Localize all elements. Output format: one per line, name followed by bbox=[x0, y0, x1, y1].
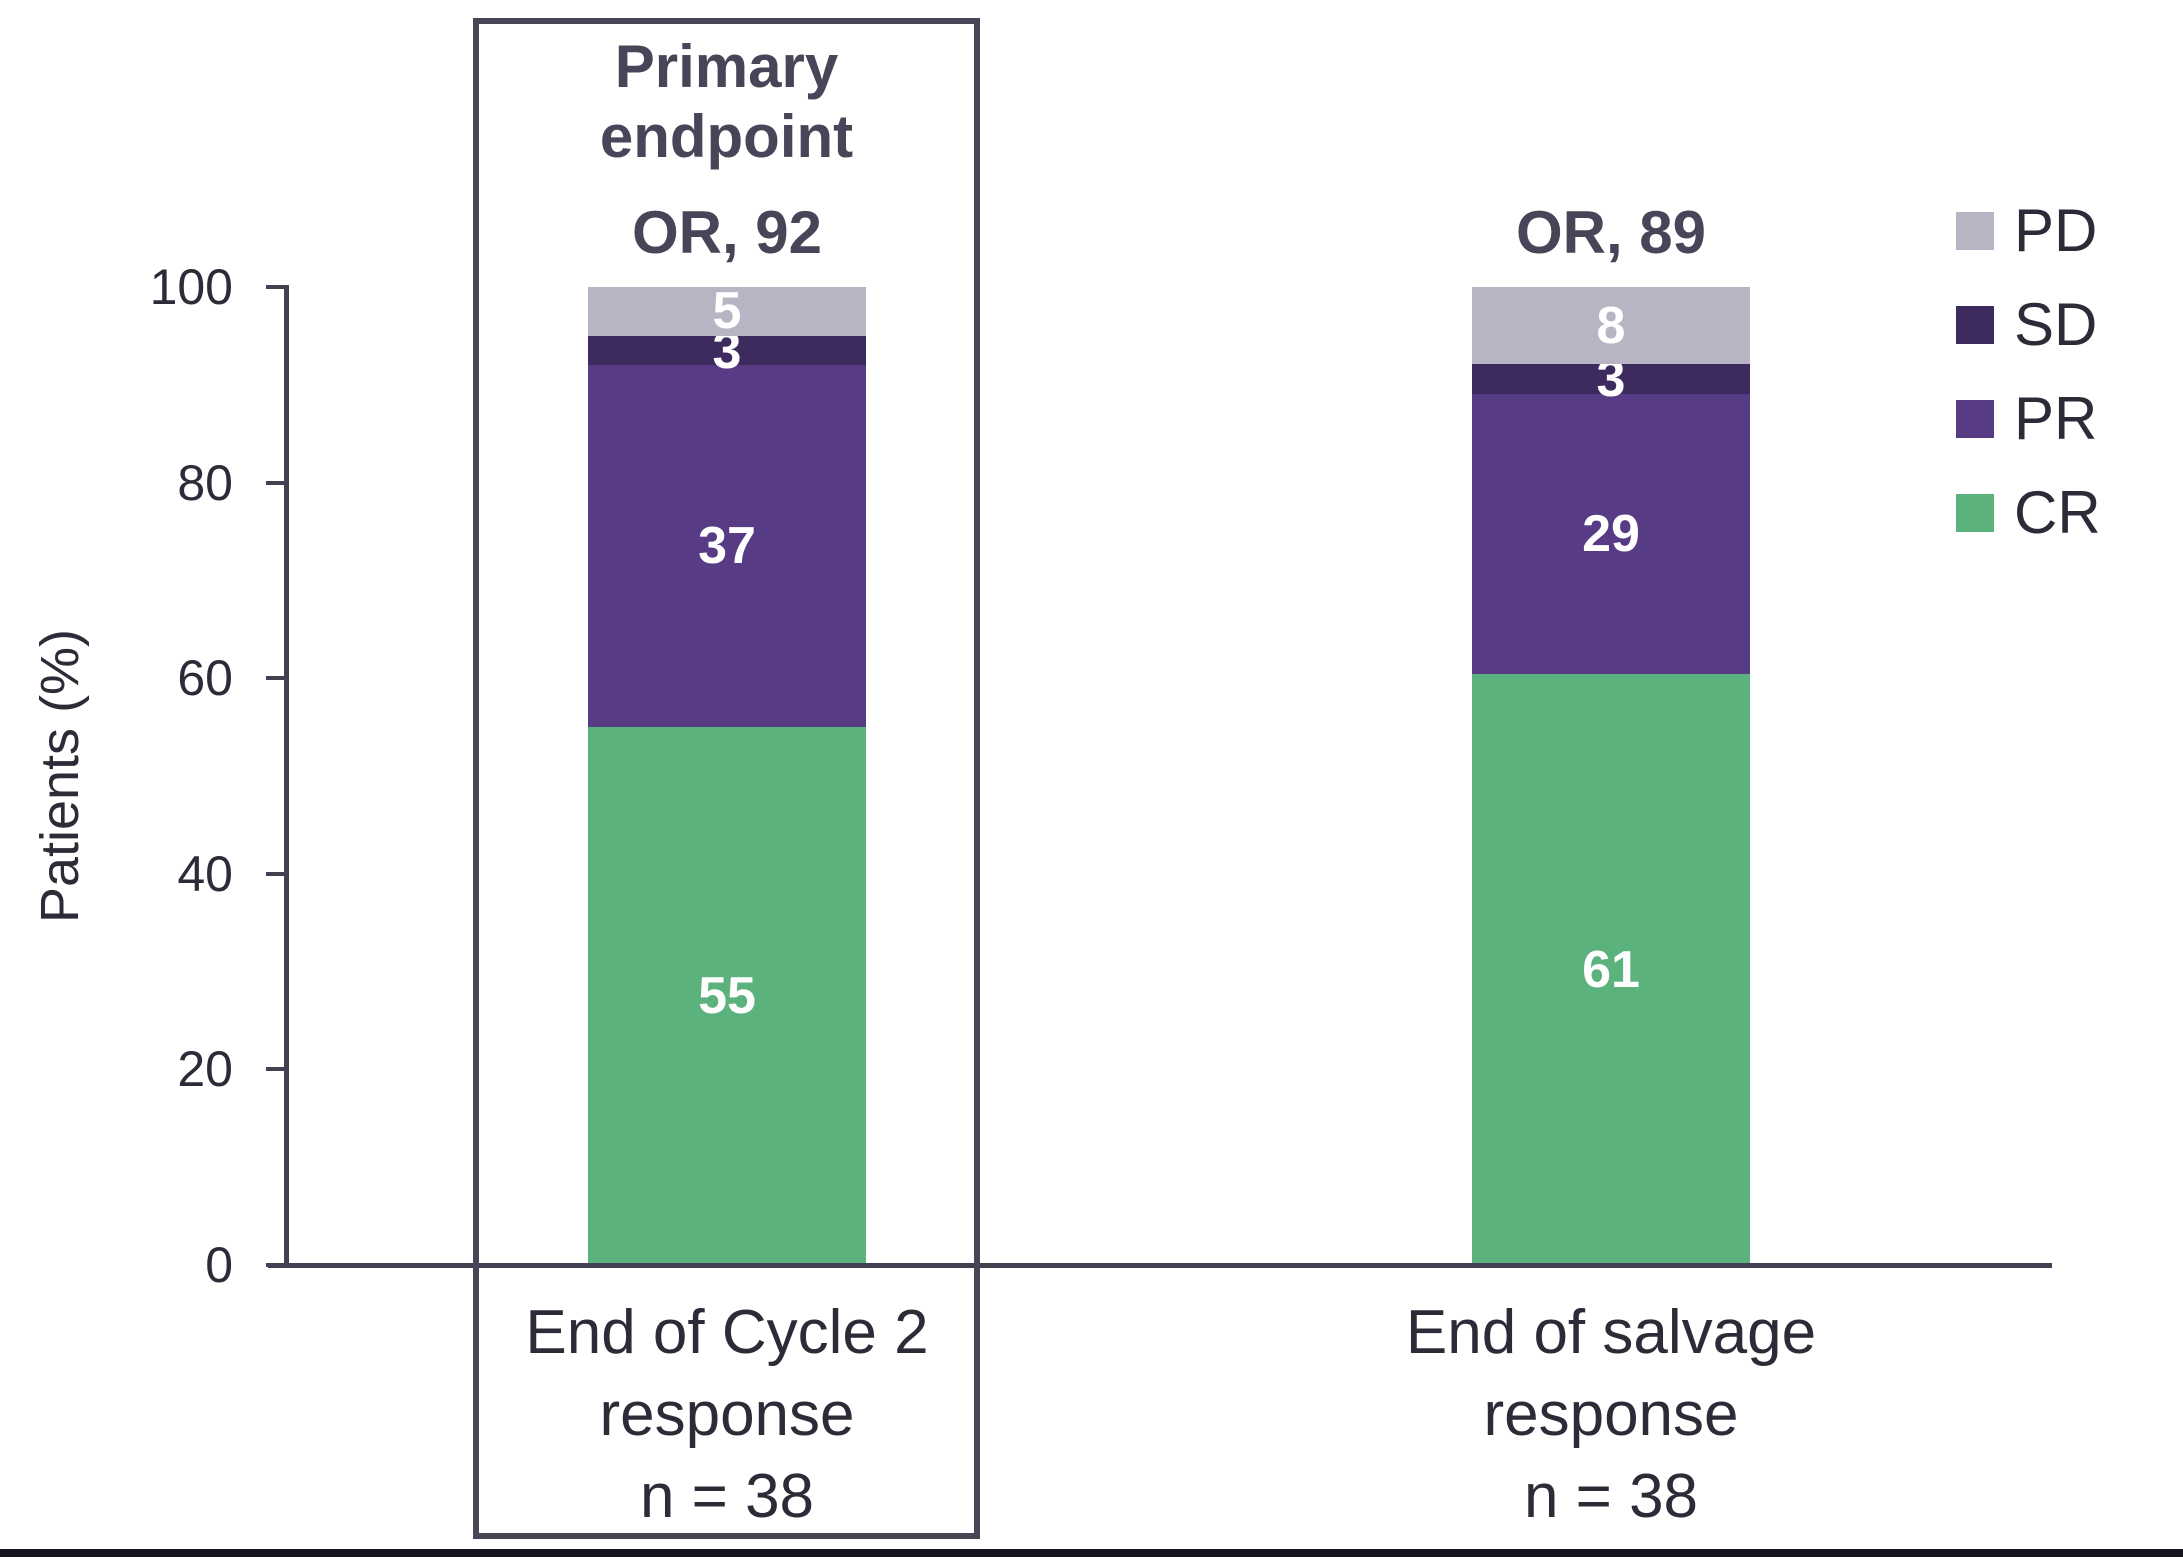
x-label-bar1: End of Cycle 2 response n = 38 bbox=[377, 1292, 1077, 1538]
bar1-segment-pd: 5 bbox=[588, 282, 866, 341]
y-axis-line bbox=[284, 285, 289, 1268]
y-tick-label-40: 40 bbox=[177, 845, 233, 902]
bar1-segment-cr: 55 bbox=[588, 727, 866, 1265]
legend-label-cr: CR bbox=[2014, 479, 2101, 546]
x-label-bar1-line3: n = 38 bbox=[639, 1462, 815, 1531]
legend-label-sd: SD bbox=[2014, 291, 2098, 358]
bar1-segment-pr: 37 bbox=[588, 365, 866, 728]
legend: PD SD PR CR bbox=[1956, 197, 2101, 587]
legend-row-pd: PD bbox=[1956, 197, 2101, 264]
x-label-bar2: End of salvage response n = 38 bbox=[1261, 1292, 1961, 1538]
y-tick-mark-80 bbox=[266, 480, 287, 485]
bar2-segment-cr: 61 bbox=[1472, 674, 1750, 1265]
x-axis-line bbox=[268, 1263, 2052, 1268]
bottom-rule bbox=[0, 1549, 2183, 1557]
bar1-value-cr: 55 bbox=[698, 967, 756, 1026]
y-tick-label-100: 100 bbox=[149, 259, 233, 315]
legend-row-sd: SD bbox=[1956, 291, 2101, 358]
legend-row-cr: CR bbox=[1956, 479, 2101, 546]
bar2-segment-pr: 29 bbox=[1472, 393, 1750, 675]
or-annotation-bar1: OR, 92 bbox=[631, 199, 823, 266]
bar2-segment-sd: 3 bbox=[1472, 353, 1750, 405]
legend-swatch-pr bbox=[1956, 400, 1994, 438]
legend-swatch-pd bbox=[1956, 212, 1994, 250]
y-tick-label-20: 20 bbox=[177, 1041, 233, 1098]
y-tick-mark-40 bbox=[266, 871, 287, 876]
legend-label-pd: PD bbox=[2014, 197, 2098, 264]
bar2-segment-pd: 8 bbox=[1472, 287, 1750, 365]
legend-label-pr: PR bbox=[2014, 385, 2098, 452]
y-tick-mark-60 bbox=[266, 676, 287, 681]
primary-endpoint-box bbox=[473, 18, 980, 1539]
bar1-value-pd: 5 bbox=[712, 282, 742, 341]
y-tick-label-60: 60 bbox=[177, 650, 233, 707]
legend-swatch-sd bbox=[1956, 306, 1994, 344]
bar2-value-pr: 29 bbox=[1582, 504, 1640, 563]
x-label-bar2-line1: End of salvage bbox=[1405, 1298, 1817, 1367]
bar2-value-cr: 61 bbox=[1582, 940, 1640, 999]
y-tick-label-80: 80 bbox=[177, 454, 233, 511]
primary-endpoint-label: Primary endpoint bbox=[473, 32, 980, 172]
legend-swatch-cr bbox=[1956, 494, 1994, 532]
y-tick-label-0: 0 bbox=[205, 1237, 233, 1293]
legend-row-pr: PR bbox=[1956, 385, 2101, 452]
x-label-bar1-line1: End of Cycle 2 bbox=[525, 1298, 929, 1367]
x-label-bar2-line3: n = 38 bbox=[1523, 1462, 1699, 1531]
primary-endpoint-line1: Primary bbox=[614, 33, 839, 100]
x-label-bar1-line2: response bbox=[599, 1380, 855, 1449]
bar2-value-pd: 8 bbox=[1596, 296, 1626, 355]
or-annotation-bar2: OR, 89 bbox=[1515, 199, 1707, 266]
primary-endpoint-line2: endpoint bbox=[599, 103, 854, 170]
x-label-bar2-line2: response bbox=[1483, 1380, 1739, 1449]
bar1-value-pr: 37 bbox=[698, 517, 756, 576]
y-tick-mark-100 bbox=[266, 285, 287, 289]
y-tick-mark-20 bbox=[266, 1067, 287, 1072]
